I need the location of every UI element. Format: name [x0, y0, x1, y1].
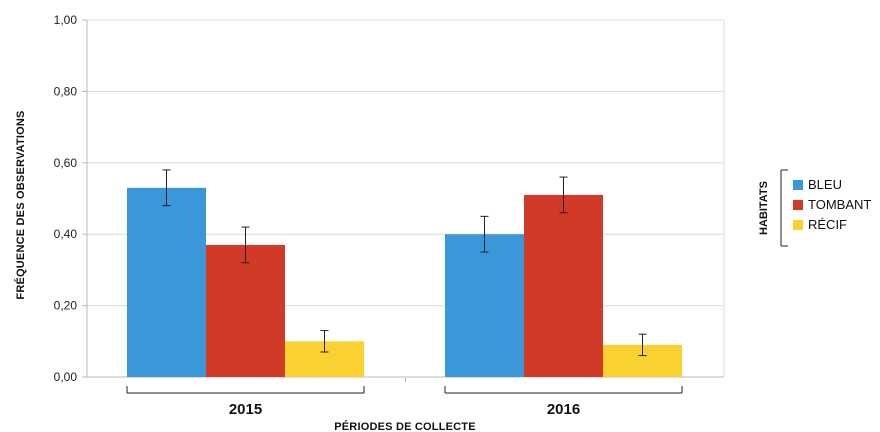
error-bars [162, 169, 647, 357]
legend-swatch-récif [793, 220, 803, 230]
x-category-label: 2016 [547, 401, 580, 418]
bars [127, 187, 682, 377]
y-tick-label: 0,40 [54, 227, 78, 241]
bar-tombant-2016 [524, 194, 603, 377]
legend-swatch-bleu [793, 180, 803, 190]
legend-label-tombant: TOMBANT [808, 197, 871, 212]
legend: HABITATS BLEU TOMBANT RÉCIF [758, 169, 871, 247]
legend-items: BLEU TOMBANT RÉCIF [793, 177, 871, 232]
y-axis-ticks: 0,00 0,20 0,40 0,60 0,80 1,00 [54, 13, 78, 384]
legend-swatch-tombant [793, 200, 803, 210]
bar-bleu-2016 [445, 234, 524, 377]
x-category-label: 2015 [229, 401, 262, 418]
y-axis-title: FRÉQUENCE DES OBSERVATIONS [14, 110, 27, 299]
y-tick-label: 0,60 [54, 156, 78, 170]
x-axis-categories: 2015 2016 [126, 386, 683, 418]
legend-label-récif: RÉCIF [808, 217, 847, 232]
legend-title: HABITATS [758, 181, 770, 235]
bar-tombant-2015 [206, 244, 285, 377]
y-tick-label: 0,00 [54, 370, 78, 384]
x-axis-title: PÉRIODES DE COLLECTE [334, 420, 476, 432]
legend-label-bleu: BLEU [808, 177, 842, 192]
y-tick-label: 0,80 [54, 84, 78, 98]
y-tick-label: 0,20 [54, 299, 78, 313]
bar-bleu-2015 [127, 187, 206, 377]
y-tick-label: 1,00 [54, 13, 78, 27]
